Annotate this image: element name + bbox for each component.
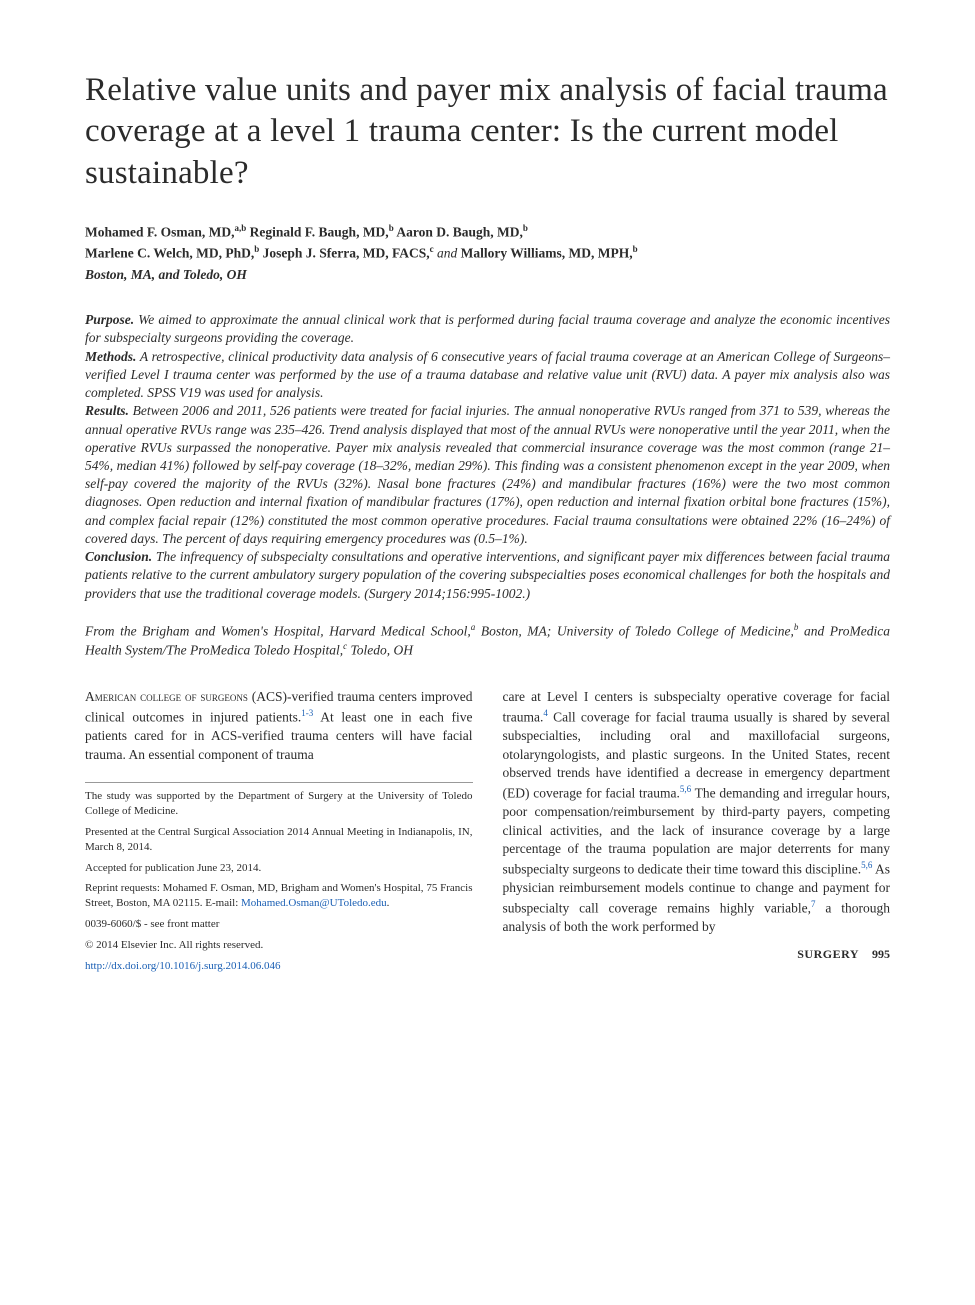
article-title: Relative value units and payer mix analy… bbox=[85, 70, 890, 194]
author-list: Mohamed F. Osman, MD,a,b Reginald F. Bau… bbox=[85, 222, 890, 264]
affiliations: From the Brigham and Women's Hospital, H… bbox=[85, 621, 890, 660]
footnotes: The study was supported by the Departmen… bbox=[85, 782, 473, 973]
footnote-reprint: Reprint requests: Mohamed F. Osman, MD, … bbox=[85, 881, 473, 911]
body-paragraph: American college of surgeons (ACS)-verif… bbox=[85, 688, 473, 764]
right-column: care at Level I centers is subspecialty … bbox=[503, 688, 891, 979]
doi-link[interactable]: http://dx.doi.org/10.1016/j.surg.2014.06… bbox=[85, 960, 280, 972]
page-footer: SURGERY 995 bbox=[503, 946, 891, 963]
abstract-methods-label: Methods. bbox=[85, 349, 136, 364]
footnote-issn: 0039-6060/$ - see front matter bbox=[85, 917, 473, 932]
page-number: 995 bbox=[872, 947, 890, 961]
body-paragraph: care at Level I centers is subspecialty … bbox=[503, 688, 891, 936]
body-columns: American college of surgeons (ACS)-verif… bbox=[85, 688, 890, 979]
abstract-results-label: Results. bbox=[85, 403, 129, 418]
abstract-methods: A retrospective, clinical productivity d… bbox=[85, 349, 890, 400]
abstract-purpose-label: Purpose. bbox=[85, 312, 134, 327]
left-column: American college of surgeons (ACS)-verif… bbox=[85, 688, 473, 979]
abstract-purpose: We aimed to approximate the annual clini… bbox=[85, 312, 890, 345]
abstract-conclusion: The infrequency of subspecialty consulta… bbox=[85, 549, 890, 600]
footnote-presented: Presented at the Central Surgical Associ… bbox=[85, 825, 473, 855]
footnote-copyright: © 2014 Elsevier Inc. All rights reserved… bbox=[85, 938, 473, 953]
journal-name: SURGERY bbox=[797, 947, 859, 961]
footnote-accepted: Accepted for publication June 23, 2014. bbox=[85, 861, 473, 876]
reprint-email-link[interactable]: Mohamed.Osman@UToledo.edu bbox=[241, 897, 387, 909]
abstract: Purpose. We aimed to approximate the ann… bbox=[85, 311, 890, 603]
footnote-support: The study was supported by the Departmen… bbox=[85, 789, 473, 819]
author-locations: Boston, MA, and Toledo, OH bbox=[85, 267, 890, 283]
abstract-conclusion-label: Conclusion. bbox=[85, 549, 152, 564]
abstract-results: Between 2006 and 2011, 526 patients were… bbox=[85, 403, 890, 546]
